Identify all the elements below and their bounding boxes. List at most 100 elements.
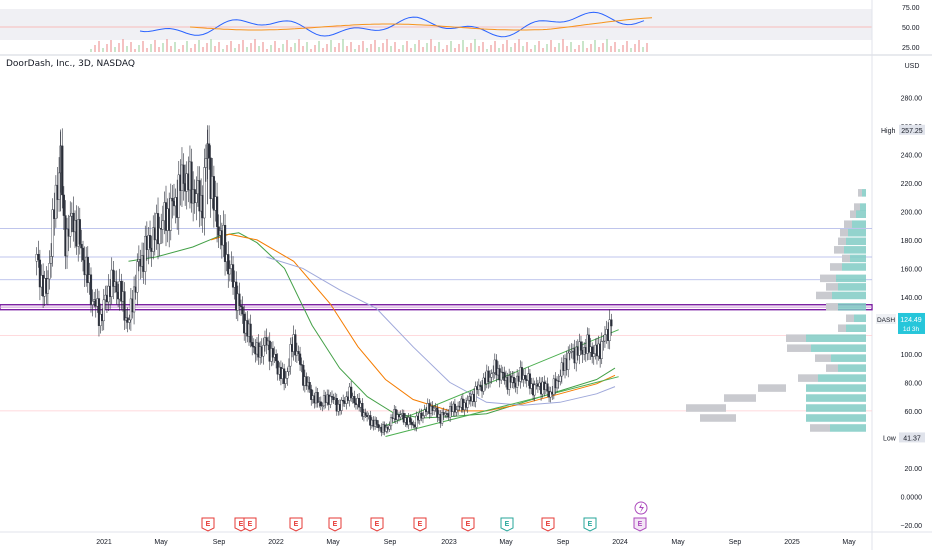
rsi-tick-label: 50.00	[902, 25, 920, 32]
candle-body	[516, 375, 519, 388]
candle-body	[570, 351, 573, 353]
candle-body	[377, 424, 380, 429]
candle-body	[410, 421, 413, 425]
candle-body	[123, 291, 126, 321]
rsi-volume-bar	[446, 45, 448, 52]
rsi-volume-bar	[226, 45, 228, 52]
earnings-marker-label: E	[505, 521, 510, 528]
volume-profile-bar	[686, 404, 726, 412]
time-tick-label: 2021	[96, 539, 112, 546]
rsi-volume-bar	[162, 43, 164, 52]
rsi-volume-bar	[174, 42, 176, 52]
low-value: 41.37	[903, 435, 921, 442]
rsi-volume-bar	[294, 43, 296, 52]
candle-body	[342, 400, 345, 402]
rsi-volume-bar	[206, 43, 208, 52]
earnings-marker-label: E	[333, 521, 338, 528]
volume-profile-bar	[856, 210, 866, 218]
rsi-volume-bar	[126, 46, 128, 52]
rsi-volume-bar	[158, 47, 160, 52]
candle-body	[546, 383, 549, 392]
candle-body	[231, 264, 235, 288]
candle-body	[228, 268, 231, 275]
volume-profile-bar	[842, 254, 850, 263]
low-value-bg	[899, 432, 925, 443]
candle-body	[51, 209, 54, 257]
rsi-volume-bar	[262, 42, 264, 52]
rsi-volume-bar	[370, 44, 372, 52]
candle-body	[330, 396, 334, 398]
candle-body	[567, 352, 570, 370]
candle-body	[436, 407, 439, 418]
candle-body	[212, 176, 215, 211]
rsi-volume-bar	[122, 39, 124, 52]
candle-body	[78, 219, 81, 245]
volume-profile-bar	[798, 374, 818, 382]
rsi-volume-bar	[378, 47, 380, 52]
time-tick-label: Sep	[213, 539, 226, 546]
rsi-volume-bar	[474, 39, 476, 52]
price-tick-label: 0.0000	[901, 494, 923, 501]
candle-body	[86, 256, 89, 283]
candle-body	[364, 412, 367, 416]
candle-body	[353, 396, 356, 404]
rsi-volume-bar	[330, 40, 332, 52]
rsi-volume-bar	[582, 41, 584, 52]
rsi-volume-bar	[426, 43, 428, 52]
rsi-volume-bar	[170, 46, 172, 52]
candle-body	[455, 409, 458, 413]
candle-body	[81, 247, 85, 261]
volume-profile-bar	[836, 274, 866, 283]
rsi-volume-bar	[482, 42, 484, 52]
time-tick-label: May	[499, 539, 513, 546]
candle-body	[399, 414, 402, 418]
candle-body	[375, 419, 378, 425]
candle-body	[287, 365, 291, 372]
volume-profile-bar	[830, 263, 842, 271]
candle-body	[252, 345, 255, 348]
low-label: Low	[883, 435, 897, 442]
volume-profile-bar	[850, 254, 866, 263]
candle-body	[215, 196, 219, 227]
candle-body	[329, 396, 332, 405]
rsi-volume-bar	[434, 46, 436, 52]
rsi-volume-bar	[342, 39, 344, 52]
candle-body	[302, 365, 305, 386]
candle-body	[286, 371, 289, 379]
rsi-volume-bar	[390, 46, 392, 52]
candle-body	[549, 391, 552, 398]
rsi-volume-bar	[550, 40, 552, 52]
candle-body	[441, 412, 444, 424]
price-tick-label: 20.00	[904, 466, 922, 473]
rsi-volume-bar	[190, 48, 192, 52]
rsi-volume-bar	[302, 46, 304, 52]
rsi-volume-bar	[538, 41, 540, 52]
candle-body	[62, 194, 65, 216]
rsi-volume-bar	[646, 43, 648, 52]
candle-body	[161, 220, 164, 230]
rsi-volume-bar	[130, 42, 132, 52]
rsi-volume-bar	[102, 48, 104, 52]
volume-profile-bar	[816, 291, 832, 300]
rsi-volume-bar	[546, 44, 548, 52]
rsi-volume-bar	[602, 43, 604, 52]
volume-profile-bar	[858, 189, 862, 197]
high-value-bg	[899, 124, 925, 135]
candle-body	[591, 346, 594, 357]
rsi-band	[0, 9, 872, 40]
rsi-volume-bar	[150, 44, 152, 52]
volume-profile-bar	[844, 246, 866, 254]
time-tick-label: Sep	[729, 539, 742, 546]
rsi-volume-bar	[314, 45, 316, 52]
volume-profile-bar	[844, 220, 852, 228]
candle-body	[308, 382, 311, 390]
candle-body	[361, 403, 364, 417]
volume-profile-bar	[787, 344, 811, 352]
price-tick-label: 280.00	[901, 95, 923, 102]
earnings-marker-label: E	[588, 521, 593, 528]
earnings-marker	[633, 517, 647, 532]
rsi-volume-bar	[322, 48, 324, 52]
volume-profile-bar	[852, 220, 866, 228]
volume-profile-bar	[846, 237, 866, 246]
